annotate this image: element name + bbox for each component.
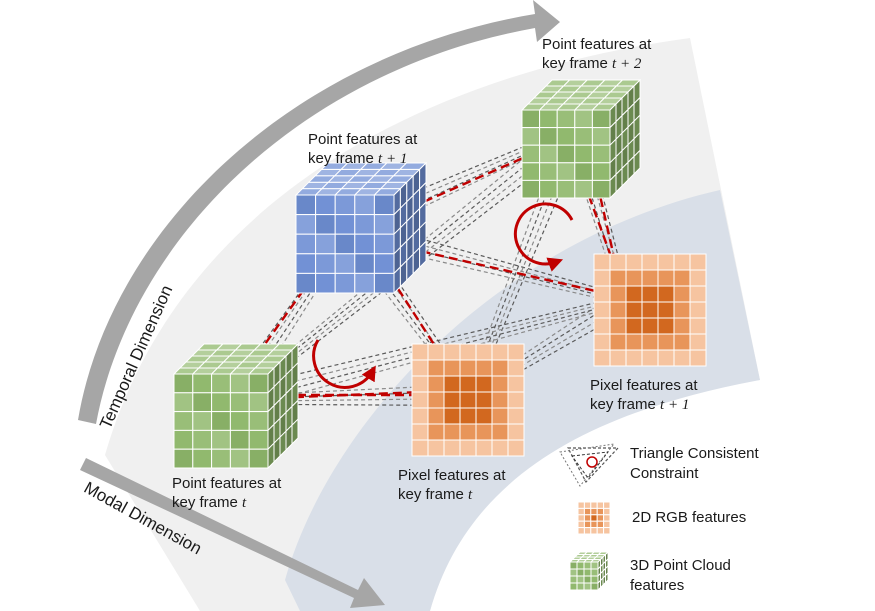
label-point-t2: Point features at key frame t + 2 <box>542 36 652 72</box>
gray-correspondence-arrow <box>348 232 626 304</box>
legend-rgb-label: 2D RGB features <box>632 509 747 526</box>
rotation-arrow-modal <box>513 202 574 272</box>
rotation-arrow-temporal <box>312 339 376 389</box>
label-pixel-t1: Pixel features at key frame t + 1 <box>590 377 698 413</box>
gray-correspondence-arrow <box>352 219 628 298</box>
gray-correspondence-arrow <box>347 239 626 306</box>
rgb-legend-grid <box>577 501 611 535</box>
point-cloud-cube-t2 <box>520 78 642 200</box>
gray-correspondence-arrow <box>467 128 573 396</box>
legend-pointcloud-label: 3D Point Cloud features <box>630 557 731 594</box>
gray-correspondence-arrow <box>350 226 627 301</box>
point-cloud-cube-t1 <box>294 161 428 295</box>
pixel-grid-t1 <box>593 253 707 367</box>
gray-correspondence-arrow <box>470 131 579 397</box>
point-cloud-cube-t <box>172 342 300 470</box>
point-cloud-icon <box>568 550 610 592</box>
feature-nodes <box>172 78 707 470</box>
point-cloud-legend-cube <box>568 550 610 592</box>
label-point-t1: Point features at key frame t + 1 <box>308 131 418 167</box>
pixel-grid-t <box>411 343 525 457</box>
label-point-t: Point features at key frame t <box>172 475 282 511</box>
modal-axis-arrow <box>80 458 385 608</box>
label-pixel-t: Pixel features at key frame t <box>398 467 506 503</box>
rgb-features-icon <box>577 501 611 535</box>
triangle-constraint-icon <box>559 443 620 487</box>
gray-correspondence-arrow <box>464 125 566 395</box>
red-constraint-arrow <box>359 133 578 232</box>
legend-triangle-label: Triangle Consistent Constraint <box>630 445 759 482</box>
gray-correspondence-arrow <box>473 133 586 398</box>
